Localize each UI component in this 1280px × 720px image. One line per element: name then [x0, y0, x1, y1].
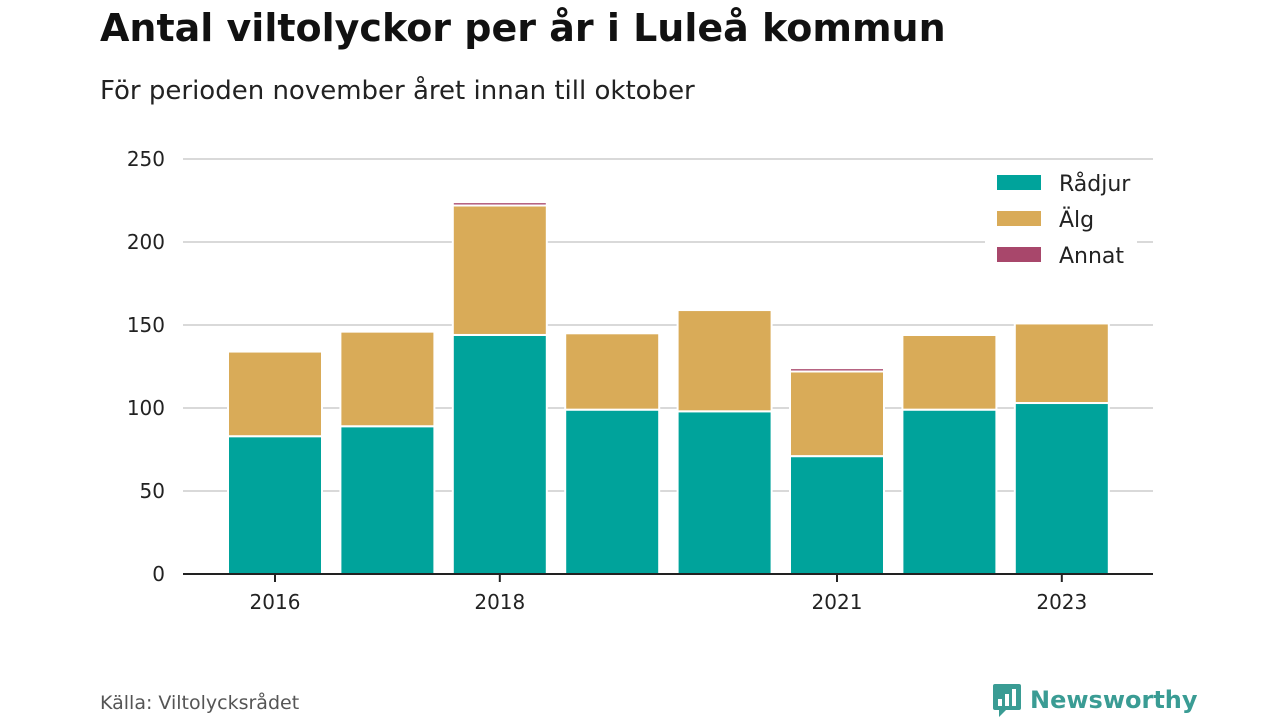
y-tick-label: 200: [127, 230, 165, 254]
bar-segment-rådjur-2023: [1013, 402, 1110, 575]
bar-segment-annat-2023: [1013, 320, 1110, 325]
bar-segment-rådjur-2018: [451, 333, 548, 575]
bar-segment-rådjur-2022: [901, 408, 998, 575]
bar-segment-älg-2018: [451, 204, 548, 336]
x-tick-label: 2021: [812, 590, 863, 614]
y-tick-label: 0: [152, 562, 165, 586]
legend-swatch-rådjur: [997, 175, 1041, 190]
bar-segment-annat-2018: [451, 201, 548, 207]
bar-segment-älg-2016: [227, 350, 323, 438]
bar-segment-rådjur-2020: [676, 410, 773, 575]
y-tick-label: 250: [127, 147, 165, 171]
bar-segment-rådjur-2016: [227, 435, 323, 575]
bar-segment-älg-2022: [901, 333, 998, 411]
source-note: Källa: Viltolycksrådet: [100, 692, 300, 714]
bars: [227, 201, 1110, 576]
bar-segment-annat-2021: [789, 367, 885, 373]
y-tick-label: 50: [140, 479, 165, 503]
x-tick-label: 2016: [250, 590, 301, 614]
legend: Rådjur Älg Annat: [985, 162, 1137, 274]
bar-segment-rådjur-2019: [564, 408, 661, 575]
legend-label-rådjur: Rådjur: [1059, 171, 1131, 197]
bar-segment-älg-2017: [339, 330, 436, 428]
bar-segment-rådjur-2021: [789, 455, 885, 576]
x-tick-label: 2018: [474, 590, 525, 614]
y-tick-label: 150: [127, 313, 165, 337]
axes: 0 50 100 150 200 250 2016 2018 2021 2023: [127, 147, 1153, 614]
bar-segment-annat-2022: [901, 332, 998, 336]
legend-swatch-annat: [997, 247, 1041, 262]
legend-label-annat: Annat: [1059, 244, 1124, 269]
bar-segment-älg-2023: [1013, 322, 1110, 405]
brand-logo: Newsworthy: [992, 682, 1198, 718]
legend-swatch-älg: [997, 211, 1041, 226]
y-tick-label: 100: [127, 396, 165, 420]
bar-segment-rådjur-2017: [339, 425, 436, 576]
chart-title: Antal viltolyckor per år i Luleå kommun: [100, 6, 946, 50]
bar-segment-älg-2021: [789, 370, 885, 458]
x-tick-label: 2023: [1036, 590, 1087, 614]
bar-segment-älg-2020: [676, 309, 773, 413]
chart-subtitle: För perioden november året innan till ok…: [100, 76, 695, 106]
newsworthy-logo-icon: [993, 684, 1021, 717]
bar-segment-älg-2019: [564, 332, 661, 411]
brand-name: Newsworthy: [1030, 686, 1198, 714]
legend-label-älg: Älg: [1059, 207, 1094, 233]
